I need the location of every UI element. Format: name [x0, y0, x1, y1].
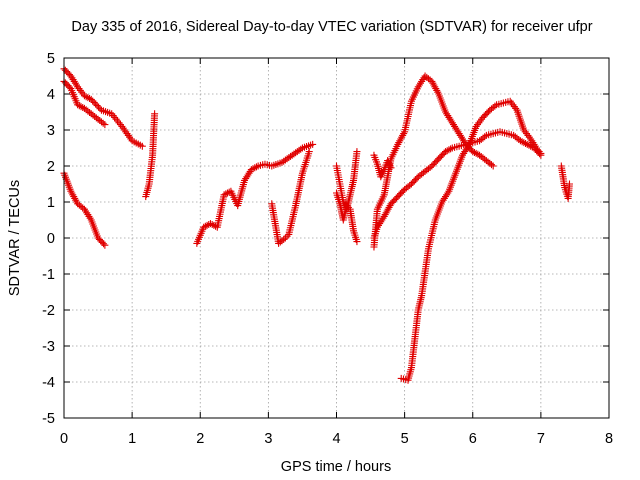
data-point: [77, 103, 85, 111]
data-point: [100, 240, 108, 248]
data-point: [84, 94, 92, 102]
series-arc-1: [60, 65, 146, 150]
y-tick-label: 2: [47, 159, 55, 175]
data-point: [309, 140, 317, 148]
data-point: [280, 235, 288, 243]
x-tick-label: 7: [537, 431, 545, 447]
data-point: [447, 145, 455, 153]
data-point: [489, 162, 497, 170]
y-tick-label: 0: [47, 231, 55, 247]
y-axis-label: SDTVAR / TECUs: [7, 180, 23, 296]
x-tick-label: 6: [469, 431, 477, 447]
y-tick-label: -3: [42, 339, 55, 355]
x-tick-label: 3: [264, 431, 272, 447]
data-point: [491, 102, 499, 110]
data-point: [92, 100, 100, 108]
plot-frame: [63, 57, 610, 419]
series-arc-3: [60, 169, 109, 249]
data-point: [537, 149, 545, 157]
x-tick-label: 2: [196, 431, 204, 447]
data-point: [297, 145, 305, 153]
x-tick-label: 5: [401, 431, 409, 447]
data-point: [87, 95, 95, 103]
data-point: [96, 105, 104, 113]
chart-title: Day 335 of 2016, Sidereal Day-to-day VTE…: [71, 19, 592, 35]
x-tick-label: 1: [128, 431, 136, 447]
data-point: [353, 148, 361, 156]
data-point: [252, 163, 260, 171]
y-tick-label: 1: [47, 195, 55, 211]
y-tick-label: 5: [47, 51, 55, 67]
x-axis-label: GPS time / hours: [281, 459, 391, 475]
data-point: [101, 241, 109, 249]
axis-ticks: 0 1 2 3 4 5 6 7 8 -5 -4 -3 -2 -1 0 1 2 3 4 5: [42, 51, 613, 447]
data-point: [89, 97, 97, 105]
series-arc-11: [370, 151, 395, 181]
grid: [64, 58, 609, 418]
y-tick-label: -1: [42, 267, 55, 283]
series-arc-13: [557, 162, 573, 202]
data-point: [487, 161, 495, 169]
data-point: [90, 98, 98, 106]
series-arc-5: [193, 140, 317, 247]
data-point: [138, 142, 146, 150]
data-points: [60, 65, 573, 384]
y-tick-label: -2: [42, 303, 55, 319]
data-point: [565, 180, 573, 188]
data-point: [472, 149, 480, 157]
data-point: [203, 221, 211, 229]
data-point: [353, 238, 361, 246]
data-point: [387, 164, 395, 172]
series-arc-2: [60, 77, 109, 129]
series-arc-6: [268, 148, 313, 247]
data-point: [99, 119, 107, 127]
data-point: [481, 133, 489, 141]
x-tick-label: 0: [60, 431, 68, 447]
data-point: [93, 102, 101, 110]
x-tick-label: 8: [605, 431, 613, 447]
y-tick-label: 3: [47, 123, 55, 139]
series-arc-12: [397, 97, 545, 384]
data-point: [101, 121, 109, 129]
data-point: [151, 110, 159, 118]
x-tick-label: 4: [332, 431, 340, 447]
series-arc-4: [142, 110, 159, 201]
y-tick-label: -5: [42, 411, 55, 427]
y-tick-label: -4: [42, 375, 55, 391]
series-arc-8: [333, 189, 361, 246]
data-point: [305, 148, 313, 156]
y-tick-label: 4: [47, 87, 55, 103]
data-point: [95, 103, 103, 111]
